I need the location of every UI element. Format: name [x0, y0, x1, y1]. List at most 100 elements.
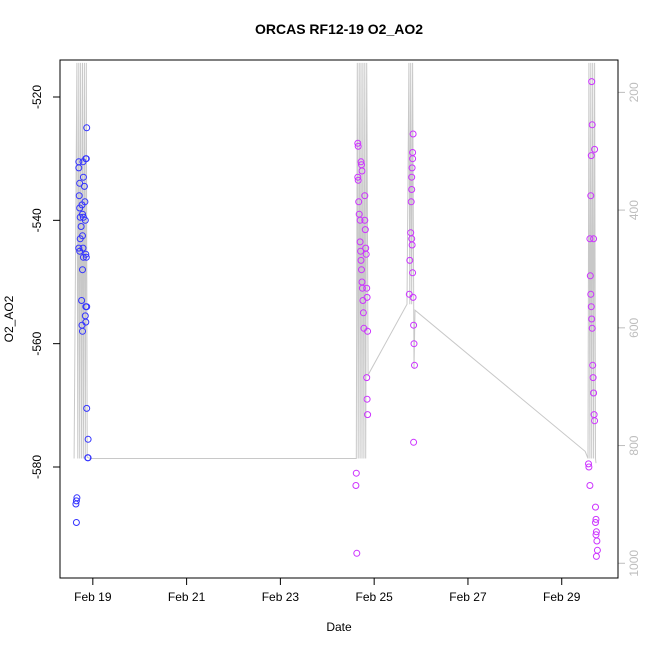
y-tick-label: -520 [30, 85, 44, 109]
series-2-line [73, 62, 597, 464]
series-0-point [80, 182, 88, 190]
series-1-point [592, 519, 599, 526]
series-1-point [593, 537, 601, 545]
series-1-point [588, 78, 596, 86]
series-0-point [84, 454, 92, 462]
series-1-point [591, 417, 599, 425]
y-tick-label: -540 [30, 208, 44, 232]
series-0-point [81, 198, 89, 206]
series-1-point [585, 460, 592, 468]
series-1-point [408, 164, 416, 172]
series-1-point [353, 549, 361, 557]
series-1-point [409, 269, 417, 277]
series-1-point [356, 216, 364, 224]
series-1-point [362, 250, 370, 258]
series-1-point [585, 463, 593, 471]
x-tick-label: Feb 25 [355, 590, 393, 604]
series-1-point [355, 198, 363, 206]
y2-tick-label: 400 [627, 200, 641, 220]
series-1-point [357, 247, 365, 255]
series-1-point [592, 552, 600, 560]
series-1-point [363, 293, 371, 301]
y-tick-label: -580 [30, 455, 44, 479]
y2-tick-label: 200 [627, 82, 641, 102]
series-0-point [79, 173, 87, 181]
series-1-point [352, 469, 360, 477]
series-1-point [592, 531, 600, 539]
series-0-point [79, 244, 87, 252]
series-0-point [76, 179, 84, 187]
series-0-point [77, 223, 85, 230]
series-1-point [358, 284, 366, 292]
series-1-point [357, 256, 365, 264]
x-tick-label: Feb 29 [543, 590, 581, 604]
series-1-point [358, 266, 365, 274]
series-0-point [83, 124, 91, 132]
series-1-point [352, 482, 360, 489]
series-1-point [358, 167, 366, 175]
series-1-point [586, 272, 594, 280]
series-0-point [79, 327, 86, 335]
series-1-point [590, 389, 598, 397]
plot-frame [59, 59, 619, 579]
series-1-point [410, 321, 418, 329]
series-0-point [72, 519, 80, 526]
series-1-point [354, 142, 362, 150]
series-1-point [588, 315, 596, 323]
series-0-point [72, 497, 80, 505]
series-1-point [408, 241, 416, 249]
x-tick-label: Feb 21 [168, 590, 206, 604]
series-1-point [410, 438, 418, 446]
series-1-point [361, 226, 369, 234]
chart-title: ORCAS RF12-19 O2_AO2 [255, 21, 423, 37]
x-tick-label: Feb 27 [449, 590, 487, 604]
series-1-point [589, 374, 597, 382]
series-1-point [587, 192, 595, 200]
series-1-point [357, 158, 365, 166]
series-1-point [409, 130, 417, 138]
series-1-point [361, 216, 369, 224]
series-1-point [363, 395, 371, 403]
series-0-point [81, 216, 89, 224]
series-1-point [589, 361, 597, 369]
y-axis-title: O2_AO2 [2, 295, 16, 342]
series-1-point [591, 145, 599, 153]
x-axis-title: Date [326, 620, 352, 634]
series-1-point [590, 235, 598, 243]
series-1-point [409, 293, 417, 301]
y2-tick-label: 1000 [627, 550, 641, 577]
series-1-point [354, 139, 362, 147]
points-layer [72, 78, 601, 560]
series-1-point [354, 173, 362, 181]
series-1-point [364, 411, 372, 419]
series-1-point [407, 229, 415, 237]
series-0-point [79, 232, 86, 240]
x-tick-label: Feb 19 [74, 590, 112, 604]
x-tick-label: Feb 23 [262, 590, 300, 604]
series-1-point [359, 309, 367, 317]
series-0-point [82, 250, 90, 258]
series-1-point [409, 149, 417, 156]
y2-tick-label: 600 [627, 317, 641, 337]
series-1-point [356, 238, 364, 246]
y-tick-label: -560 [30, 331, 44, 355]
series-0-point [79, 266, 86, 274]
series-1-point [408, 186, 416, 193]
series-0-point [83, 303, 91, 311]
series-1-point [407, 198, 415, 206]
series-1-point [588, 324, 596, 332]
y2-tick-label: 800 [627, 435, 641, 455]
series-1-point [592, 503, 599, 511]
series-0-point [84, 435, 92, 443]
series-0-point [72, 500, 80, 508]
series-1-point [406, 256, 414, 264]
series-0-point [75, 192, 83, 200]
line-layer [73, 62, 597, 464]
series-0-point [78, 297, 86, 304]
series-1-point [592, 528, 600, 536]
series-0-point [82, 155, 90, 163]
series-1-point [588, 121, 596, 129]
series-0-point [82, 318, 90, 326]
axes-layer: Feb 19 Feb 21 Feb 23 Feb 25 Feb 27 Feb 29 -520… [30, 82, 641, 604]
series-1-point [587, 290, 595, 298]
